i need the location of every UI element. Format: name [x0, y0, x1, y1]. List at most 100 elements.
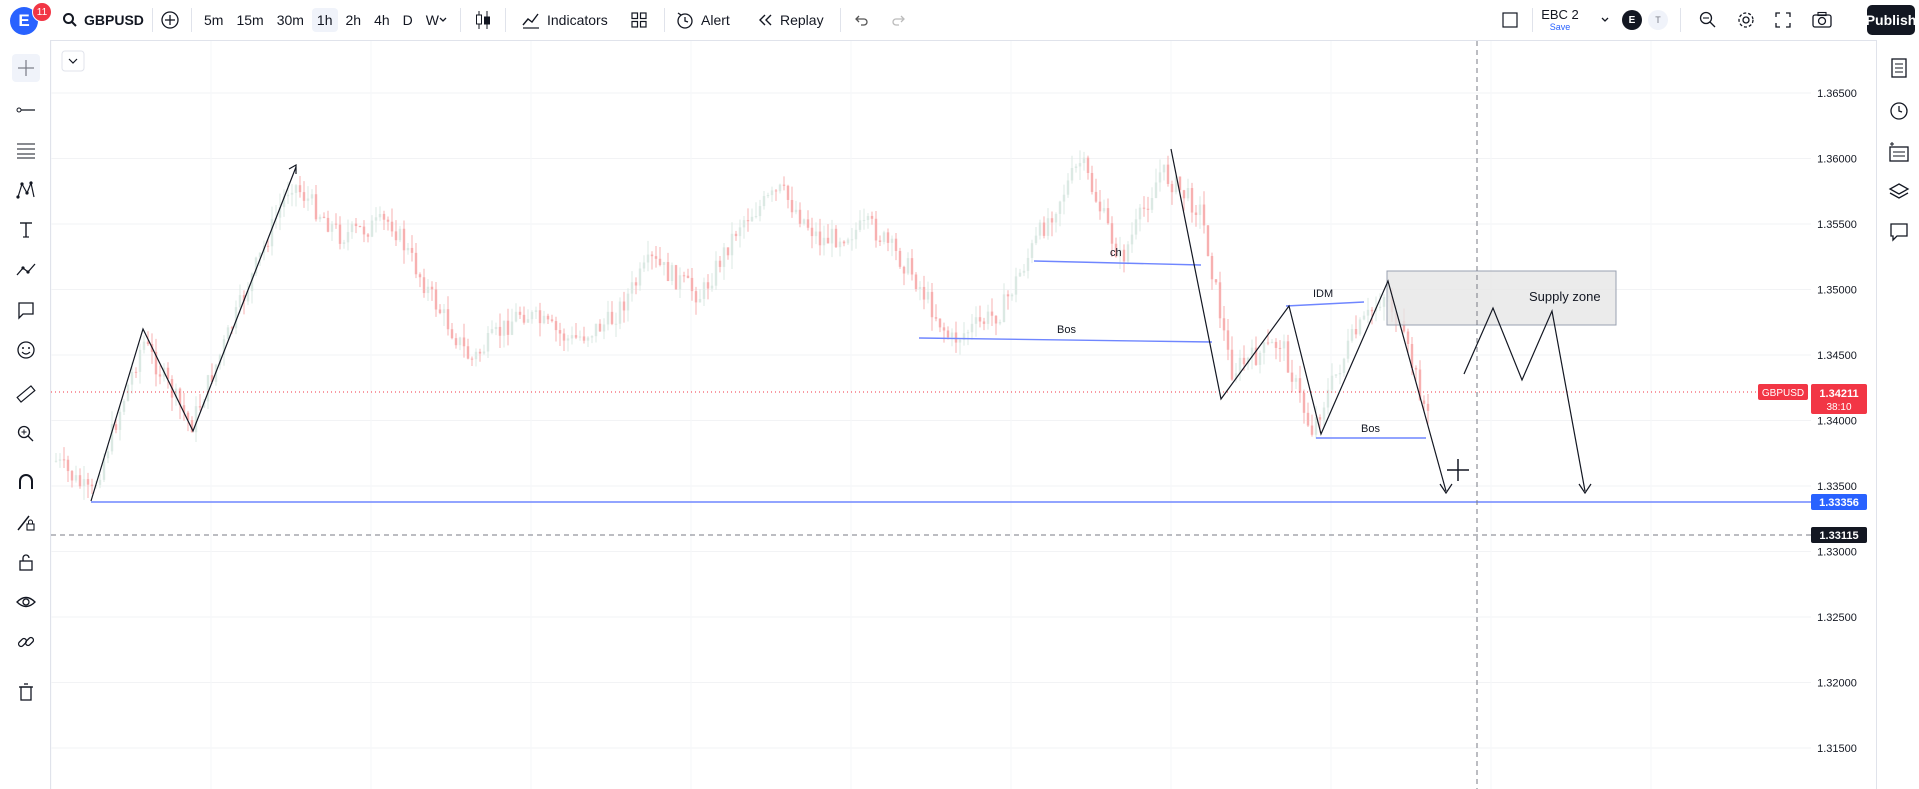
- watchlist-button[interactable]: [1885, 54, 1913, 82]
- candle-body: [1242, 357, 1246, 365]
- candle-body: [786, 185, 790, 200]
- layout-name-button[interactable]: EBC 2 Save: [1540, 0, 1580, 40]
- chart-type-button[interactable]: [474, 0, 492, 40]
- divider: [664, 8, 665, 32]
- emoji-tool[interactable]: [12, 336, 40, 364]
- candle-body: [1130, 234, 1134, 245]
- crosshair-tool[interactable]: [12, 54, 40, 82]
- alarm-icon: [1890, 102, 1908, 120]
- candle-body: [662, 262, 666, 266]
- candle-body: [954, 332, 958, 343]
- candle-body: [278, 207, 282, 218]
- text-tool[interactable]: [12, 216, 40, 244]
- candle-body: [734, 233, 738, 237]
- supply-zone-box[interactable]: [1386, 270, 1617, 326]
- alert-label: Alert: [701, 12, 730, 28]
- candle-body: [242, 295, 246, 302]
- user-badge-e[interactable]: E: [1622, 0, 1642, 40]
- settings-button[interactable]: [1736, 0, 1756, 40]
- remove-drawings-tool[interactable]: [12, 678, 40, 706]
- market-structure-zigzag-1[interactable]: [90, 166, 297, 502]
- candle-body: [1366, 309, 1370, 316]
- candle-body: [1202, 204, 1206, 226]
- publish-label: Publish: [1865, 12, 1917, 28]
- object-tree-button[interactable]: [1885, 178, 1913, 206]
- candle-body: [122, 400, 126, 412]
- fullscreen-button[interactable]: [1774, 0, 1792, 40]
- timeframe-1h[interactable]: 1h: [311, 8, 338, 32]
- candle-body: [86, 479, 90, 485]
- market-structure-zigzag-2[interactable]: [1170, 148, 1447, 492]
- publish-button[interactable]: Publish: [1865, 5, 1917, 35]
- ch-line[interactable]: [1033, 260, 1202, 266]
- symbol-search[interactable]: GBPUSD: [62, 0, 144, 40]
- timeframe-5m[interactable]: 5m: [204, 12, 224, 28]
- candle-body: [1346, 340, 1350, 359]
- candle-body: [1274, 341, 1278, 348]
- chats-button[interactable]: [1885, 218, 1913, 246]
- layout-dropdown[interactable]: [1600, 0, 1610, 40]
- layout-select-button[interactable]: [1500, 0, 1520, 40]
- bos-line-1[interactable]: [918, 337, 1213, 343]
- lock-all-tool[interactable]: [12, 548, 40, 576]
- candle-body: [494, 326, 498, 330]
- candle-body: [286, 194, 290, 197]
- candle-body: [550, 319, 554, 322]
- candle-body: [530, 311, 534, 320]
- horizontal-lines-tool[interactable]: [12, 136, 40, 164]
- user-badge-t[interactable]: T: [1648, 0, 1668, 40]
- timeframe-15m[interactable]: 15m: [236, 12, 264, 28]
- measure-tool[interactable]: [12, 380, 40, 408]
- lock-drawing-tool[interactable]: [12, 508, 40, 536]
- zoom-tool[interactable]: [12, 420, 40, 448]
- candle-body: [926, 291, 930, 300]
- candle-body: [154, 351, 158, 375]
- candle-body: [1094, 191, 1098, 202]
- legend-collapse-button[interactable]: [61, 50, 85, 72]
- hide-drawings-tool[interactable]: [12, 588, 40, 616]
- idm-line[interactable]: [1285, 301, 1365, 307]
- timeframe-D[interactable]: D: [402, 12, 413, 28]
- price-axis[interactable]: 1.36500 1.36000 1.35500 1.35000 1.34500 1.340…: [1817, 88, 1857, 755]
- timeframe-4h[interactable]: 4h: [374, 12, 390, 28]
- timeframe-W[interactable]: W: [425, 12, 439, 28]
- candle-body: [558, 330, 562, 334]
- path-tool[interactable]: [12, 256, 40, 284]
- indicators-button[interactable]: Indicators: [521, 0, 608, 40]
- redo-button[interactable]: [890, 0, 908, 40]
- candle-body: [598, 323, 602, 332]
- candle-body: [1210, 256, 1214, 280]
- templates-button[interactable]: [630, 0, 648, 40]
- magnet-tool[interactable]: [12, 468, 40, 496]
- crosshair-icon: [18, 60, 34, 76]
- candle-body: [738, 227, 742, 237]
- quick-search-button[interactable]: [1698, 0, 1718, 40]
- candle-body: [1066, 180, 1070, 195]
- divider: [1532, 8, 1533, 32]
- alert-button[interactable]: Alert: [675, 0, 730, 40]
- data-window-button[interactable]: [1885, 138, 1913, 166]
- pattern-tool[interactable]: [12, 176, 40, 204]
- candle-body: [418, 274, 422, 278]
- candle-body: [470, 358, 474, 360]
- snapshot-button[interactable]: [1811, 0, 1833, 40]
- candle-body: [710, 285, 714, 289]
- sync-drawings-tool[interactable]: [12, 628, 40, 656]
- compare-button[interactable]: [160, 0, 180, 40]
- alerts-button[interactable]: [1885, 96, 1913, 124]
- comment-tool[interactable]: [12, 296, 40, 324]
- timeframe-dropdown[interactable]: [438, 0, 448, 40]
- timeframe-30m[interactable]: 30m: [276, 12, 304, 28]
- candle-body: [222, 339, 226, 355]
- candle-body: [906, 258, 910, 274]
- replay-icon: [759, 14, 772, 26]
- candle-body: [1338, 372, 1342, 375]
- replay-button[interactable]: Replay: [756, 0, 824, 40]
- timeframe-2h[interactable]: 2h: [345, 12, 362, 28]
- projection-path-1[interactable]: [1463, 306, 1586, 492]
- candle-body: [1322, 407, 1326, 420]
- trend-line-tool[interactable]: [12, 96, 40, 124]
- candle-body: [538, 310, 542, 324]
- undo-button[interactable]: [852, 0, 870, 40]
